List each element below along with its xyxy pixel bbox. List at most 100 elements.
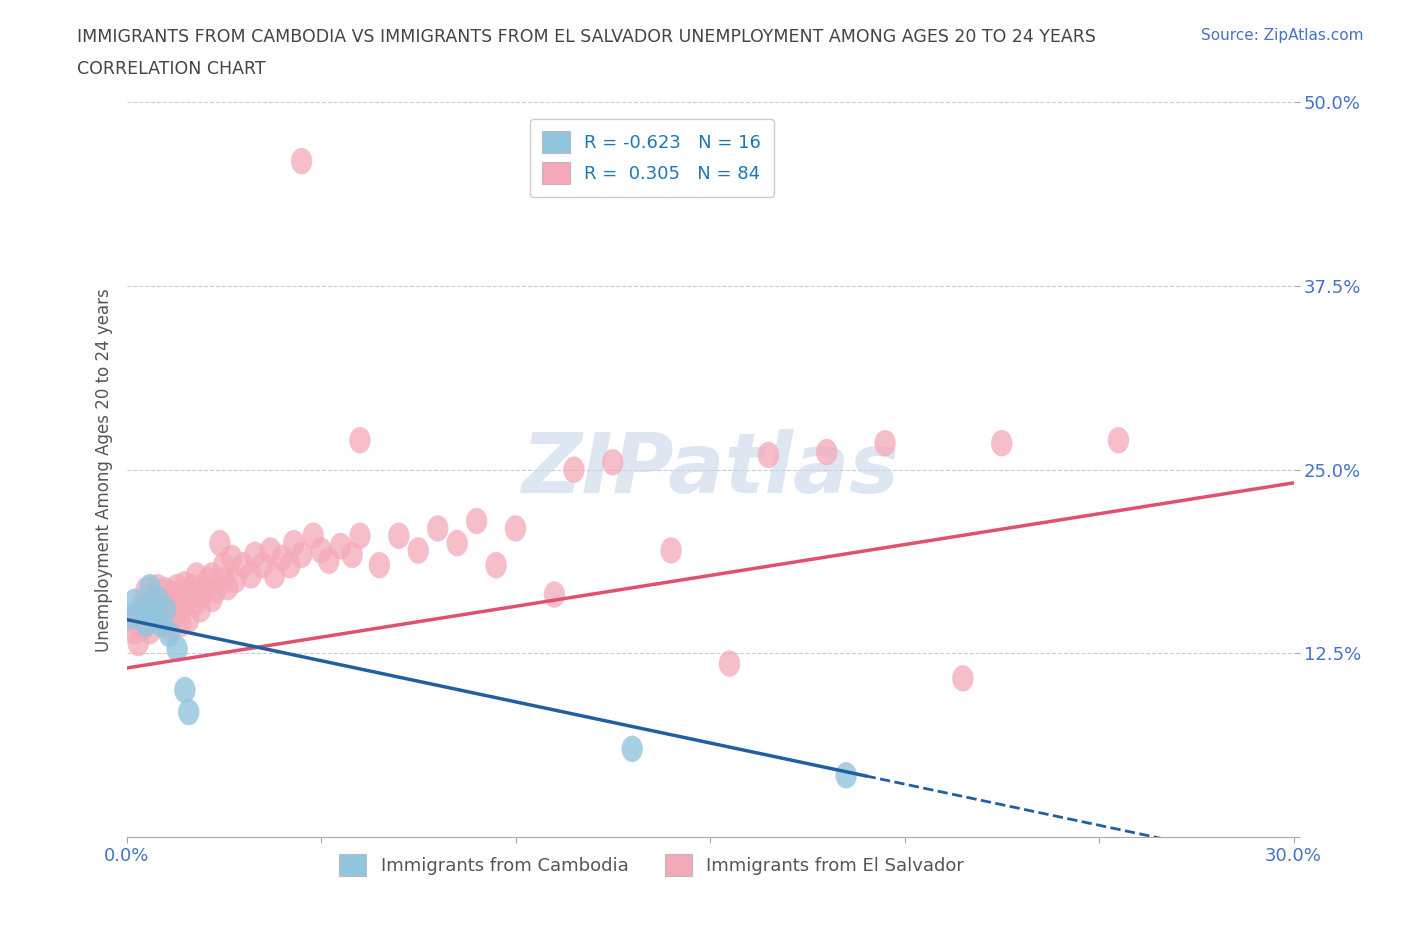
Ellipse shape: [330, 533, 352, 559]
Ellipse shape: [143, 586, 165, 612]
Ellipse shape: [240, 563, 262, 589]
Ellipse shape: [718, 650, 740, 677]
Ellipse shape: [217, 574, 239, 601]
Ellipse shape: [368, 551, 389, 578]
Ellipse shape: [214, 566, 235, 593]
Ellipse shape: [190, 596, 211, 622]
Ellipse shape: [505, 515, 526, 541]
Ellipse shape: [159, 615, 180, 642]
Ellipse shape: [758, 442, 779, 468]
Text: Source: ZipAtlas.com: Source: ZipAtlas.com: [1201, 28, 1364, 43]
Ellipse shape: [135, 611, 156, 637]
Ellipse shape: [318, 548, 339, 574]
Ellipse shape: [166, 636, 188, 662]
Ellipse shape: [120, 606, 141, 632]
Text: ZIPatlas: ZIPatlas: [522, 429, 898, 511]
Ellipse shape: [991, 430, 1012, 457]
Ellipse shape: [602, 449, 623, 475]
Ellipse shape: [124, 589, 145, 615]
Ellipse shape: [179, 581, 200, 608]
Ellipse shape: [447, 530, 468, 556]
Ellipse shape: [135, 611, 156, 637]
Ellipse shape: [815, 439, 838, 465]
Ellipse shape: [131, 615, 153, 642]
Ellipse shape: [291, 541, 312, 568]
Y-axis label: Unemployment Among Ages 20 to 24 years: Unemployment Among Ages 20 to 24 years: [94, 287, 112, 652]
Ellipse shape: [260, 538, 281, 564]
Ellipse shape: [271, 545, 292, 571]
Ellipse shape: [155, 577, 176, 604]
Ellipse shape: [302, 523, 323, 549]
Ellipse shape: [181, 574, 204, 601]
Ellipse shape: [311, 538, 332, 564]
Ellipse shape: [128, 630, 149, 657]
Ellipse shape: [214, 551, 235, 578]
Ellipse shape: [163, 581, 184, 608]
Ellipse shape: [131, 596, 153, 622]
Ellipse shape: [159, 591, 180, 618]
Ellipse shape: [150, 589, 173, 615]
Ellipse shape: [225, 566, 246, 593]
Ellipse shape: [952, 665, 973, 692]
Ellipse shape: [465, 508, 488, 535]
Ellipse shape: [166, 596, 188, 622]
Ellipse shape: [349, 523, 371, 549]
Ellipse shape: [131, 591, 153, 618]
Ellipse shape: [150, 611, 173, 637]
Ellipse shape: [128, 604, 149, 630]
Text: CORRELATION CHART: CORRELATION CHART: [77, 60, 266, 78]
Ellipse shape: [264, 563, 285, 589]
Ellipse shape: [621, 736, 643, 762]
Ellipse shape: [349, 427, 371, 454]
Ellipse shape: [155, 611, 176, 637]
Ellipse shape: [280, 551, 301, 578]
Ellipse shape: [135, 577, 156, 604]
Ellipse shape: [155, 596, 176, 622]
Ellipse shape: [179, 606, 200, 632]
Ellipse shape: [159, 621, 180, 647]
Ellipse shape: [174, 677, 195, 703]
Ellipse shape: [148, 601, 169, 627]
Ellipse shape: [139, 618, 160, 644]
Ellipse shape: [197, 566, 219, 593]
Ellipse shape: [139, 596, 160, 622]
Ellipse shape: [166, 574, 188, 601]
Ellipse shape: [201, 586, 222, 612]
Ellipse shape: [148, 586, 169, 612]
Ellipse shape: [205, 577, 226, 604]
Ellipse shape: [155, 596, 176, 622]
Ellipse shape: [342, 541, 363, 568]
Ellipse shape: [291, 148, 312, 174]
Ellipse shape: [875, 430, 896, 457]
Ellipse shape: [174, 591, 195, 618]
Ellipse shape: [408, 538, 429, 564]
Ellipse shape: [150, 611, 173, 637]
Ellipse shape: [564, 457, 585, 483]
Ellipse shape: [661, 538, 682, 564]
Ellipse shape: [485, 551, 506, 578]
Ellipse shape: [1108, 427, 1129, 454]
Ellipse shape: [170, 586, 191, 612]
Ellipse shape: [544, 581, 565, 608]
Ellipse shape: [163, 604, 184, 630]
Ellipse shape: [143, 596, 165, 622]
Legend: Immigrants from Cambodia, Immigrants from El Salvador: Immigrants from Cambodia, Immigrants fro…: [332, 846, 972, 884]
Ellipse shape: [209, 530, 231, 556]
Ellipse shape: [148, 606, 169, 632]
Ellipse shape: [252, 551, 273, 578]
Ellipse shape: [232, 551, 254, 578]
Ellipse shape: [201, 563, 222, 589]
Ellipse shape: [221, 545, 242, 571]
Ellipse shape: [186, 563, 207, 589]
Ellipse shape: [143, 606, 165, 632]
Ellipse shape: [179, 698, 200, 725]
Ellipse shape: [124, 618, 145, 644]
Ellipse shape: [174, 571, 195, 597]
Ellipse shape: [190, 581, 211, 608]
Ellipse shape: [283, 530, 305, 556]
Ellipse shape: [186, 589, 207, 615]
Ellipse shape: [148, 574, 169, 601]
Ellipse shape: [388, 523, 409, 549]
Ellipse shape: [139, 574, 160, 601]
Ellipse shape: [245, 541, 266, 568]
